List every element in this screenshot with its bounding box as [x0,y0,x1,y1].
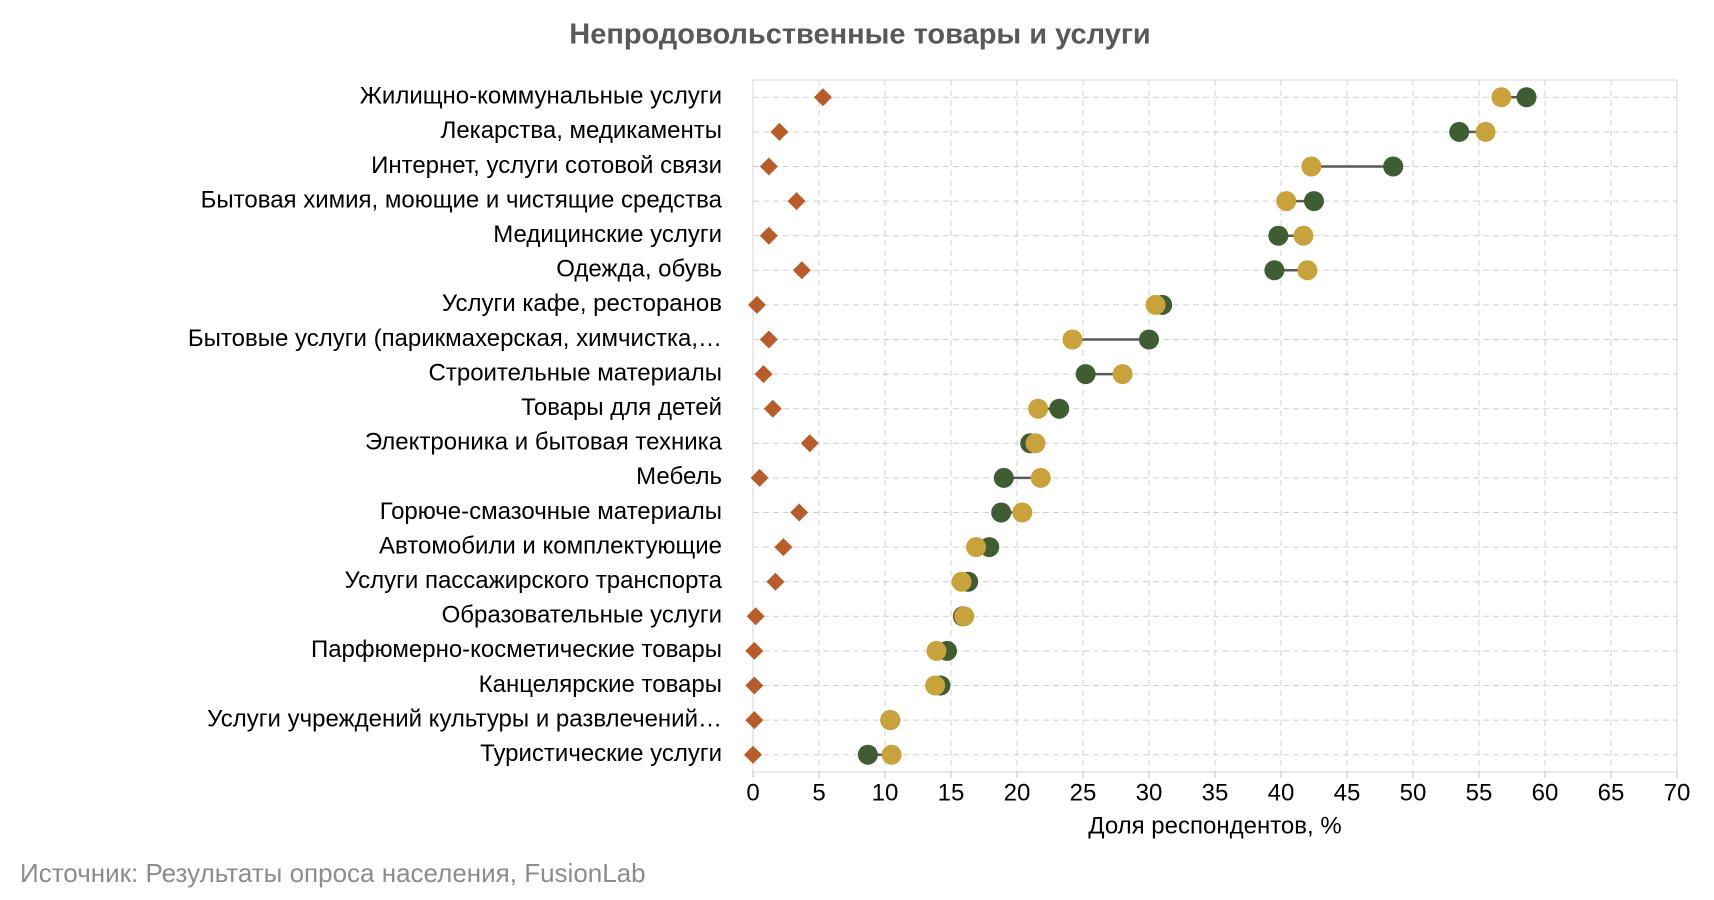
dot-marker [1139,329,1159,350]
dot-marker [966,537,987,558]
diamond-marker [766,572,785,591]
dot-marker [1049,398,1070,419]
x-tick-label: 35 [1202,779,1229,806]
x-tick-label: 5 [812,779,825,806]
y-tick-label: Туристические услуги [480,740,722,767]
x-tick-label: 50 [1400,779,1427,806]
y-tick-label: Жилищно-коммунальные услуги [360,83,722,110]
x-axis-label: Доля респондентов, % [1088,812,1341,839]
dot-marker [991,502,1012,523]
diamond-marker [759,157,778,176]
dot-marker [1297,260,1318,281]
chart-title: Непродовольственные товары и услуги [569,19,1150,51]
y-tick-label: Интернет, услуги сотовой связи [371,152,722,179]
dot-marker [1449,121,1470,142]
dot-marker [951,571,972,592]
diamond-marker [745,676,764,695]
diamond-marker [744,745,762,764]
x-tick-label: 45 [1334,779,1361,806]
y-tick-label: Бытовые услуги (парикмахерская, химчистк… [188,325,722,352]
diamond-marker [800,434,819,453]
y-tick-label: Одежда, обувь [556,256,722,283]
diamond-marker [745,641,764,660]
x-tick-label: 10 [872,779,899,806]
diamond-marker [774,538,793,557]
x-tick-label: 70 [1664,779,1691,806]
diamond-marker [790,503,809,522]
dot-marker [1145,294,1166,315]
y-tick-label: Горюче-смазочные материалы [380,498,722,525]
diamond-marker [759,226,778,245]
diamond-marker [813,88,832,107]
x-tick-label: 0 [746,779,759,806]
y-tick-label: Услуги кафе, ресторанов [442,290,722,317]
diamond-marker [750,468,769,487]
dot-marker [1383,156,1404,177]
y-tick-label: Лекарства, медикаменты [441,117,722,144]
diamond-marker [763,399,782,418]
dot-marker [1075,364,1096,385]
diamond-marker [770,122,789,141]
x-tick-label: 15 [938,779,965,806]
y-tick-label: Канцелярские товары [479,671,722,698]
x-tick-label: 30 [1136,779,1163,806]
dot-marker [1491,87,1512,108]
dot-marker [857,744,878,765]
x-tick-label: 55 [1466,779,1493,806]
dot-marker [881,744,902,765]
y-tick-label: Парфюмерно-косметические товары [311,636,722,663]
dot-marker [1112,364,1133,385]
diamond-marker [746,607,765,626]
dot-marker [925,675,946,696]
dot-marker [1028,398,1049,419]
dot-marker [1025,433,1046,454]
y-tick-label: Товары для детей [521,394,722,421]
diamond-marker [745,711,764,730]
x-tick-label: 25 [1070,779,1097,806]
y-tick-label: Бытовая химия, моющие и чистящие средств… [201,186,723,213]
dot-marker [1276,191,1297,212]
dot-marker [1268,225,1289,246]
y-tick-label: Услуги пассажирского транспорта [344,567,722,594]
diamond-marker [759,330,778,349]
dot-marker [1012,502,1033,523]
y-tick-label: Строительные материалы [429,359,722,386]
dot-marker [1301,156,1322,177]
dot-marker [993,467,1014,488]
diamond-marker [747,295,766,314]
dot-marker [1516,87,1537,108]
dot-marker [926,640,947,661]
dot-marker [1293,225,1314,246]
y-tick-label: Электроника и бытовая техника [365,429,723,456]
x-tick-label: 60 [1532,779,1559,806]
diamond-marker [792,261,811,280]
source-note: Источник: Результаты опроса населения, F… [20,858,646,888]
x-tick-label: 40 [1268,779,1295,806]
dot-marker [1030,467,1051,488]
dot-marker [954,606,975,627]
dot-marker [880,710,901,731]
dot-marker [1264,260,1285,281]
y-tick-label: Автомобили и комплектующие [379,532,722,559]
dot-marker [1475,121,1496,142]
x-tick-label: 65 [1598,779,1625,806]
y-tick-label: Мебель [636,463,722,490]
dot-marker [1304,191,1324,212]
y-tick-label: Образовательные услуги [442,602,722,629]
y-tick-label: Услуги учреждений культуры и развлечений… [207,705,722,732]
dot-marker [1062,329,1083,350]
y-tick-label: Медицинские услуги [493,221,722,248]
x-tick-label: 20 [1004,779,1031,806]
diamond-marker [754,365,773,384]
diamond-marker [787,192,806,211]
